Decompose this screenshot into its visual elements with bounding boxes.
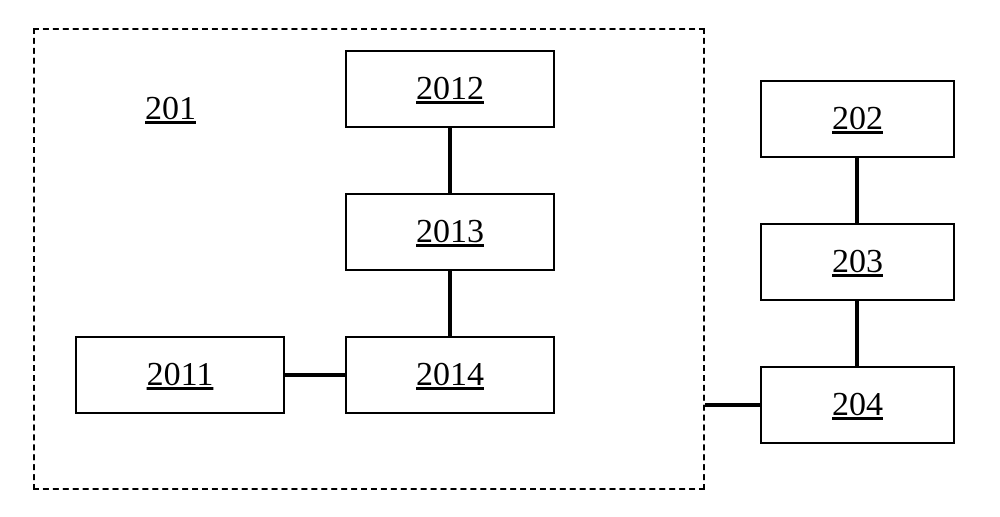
node-label: 2012 [416, 70, 484, 108]
dashed-container-label-text: 201 [145, 90, 196, 128]
node-label: 202 [832, 100, 883, 138]
node-label: 2013 [416, 213, 484, 251]
diagram-canvas: 201 2012 2013 2014 2011 202 203 204 [0, 0, 1000, 517]
node-2012: 2012 [345, 50, 555, 128]
node-label: 204 [832, 386, 883, 424]
node-202: 202 [760, 80, 955, 158]
dashed-container-label: 201 [145, 90, 196, 128]
node-2013: 2013 [345, 193, 555, 271]
node-2014: 2014 [345, 336, 555, 414]
node-203: 203 [760, 223, 955, 301]
node-label: 203 [832, 243, 883, 281]
node-204: 204 [760, 366, 955, 444]
node-2011: 2011 [75, 336, 285, 414]
node-label: 2014 [416, 356, 484, 394]
node-label: 2011 [147, 356, 214, 394]
